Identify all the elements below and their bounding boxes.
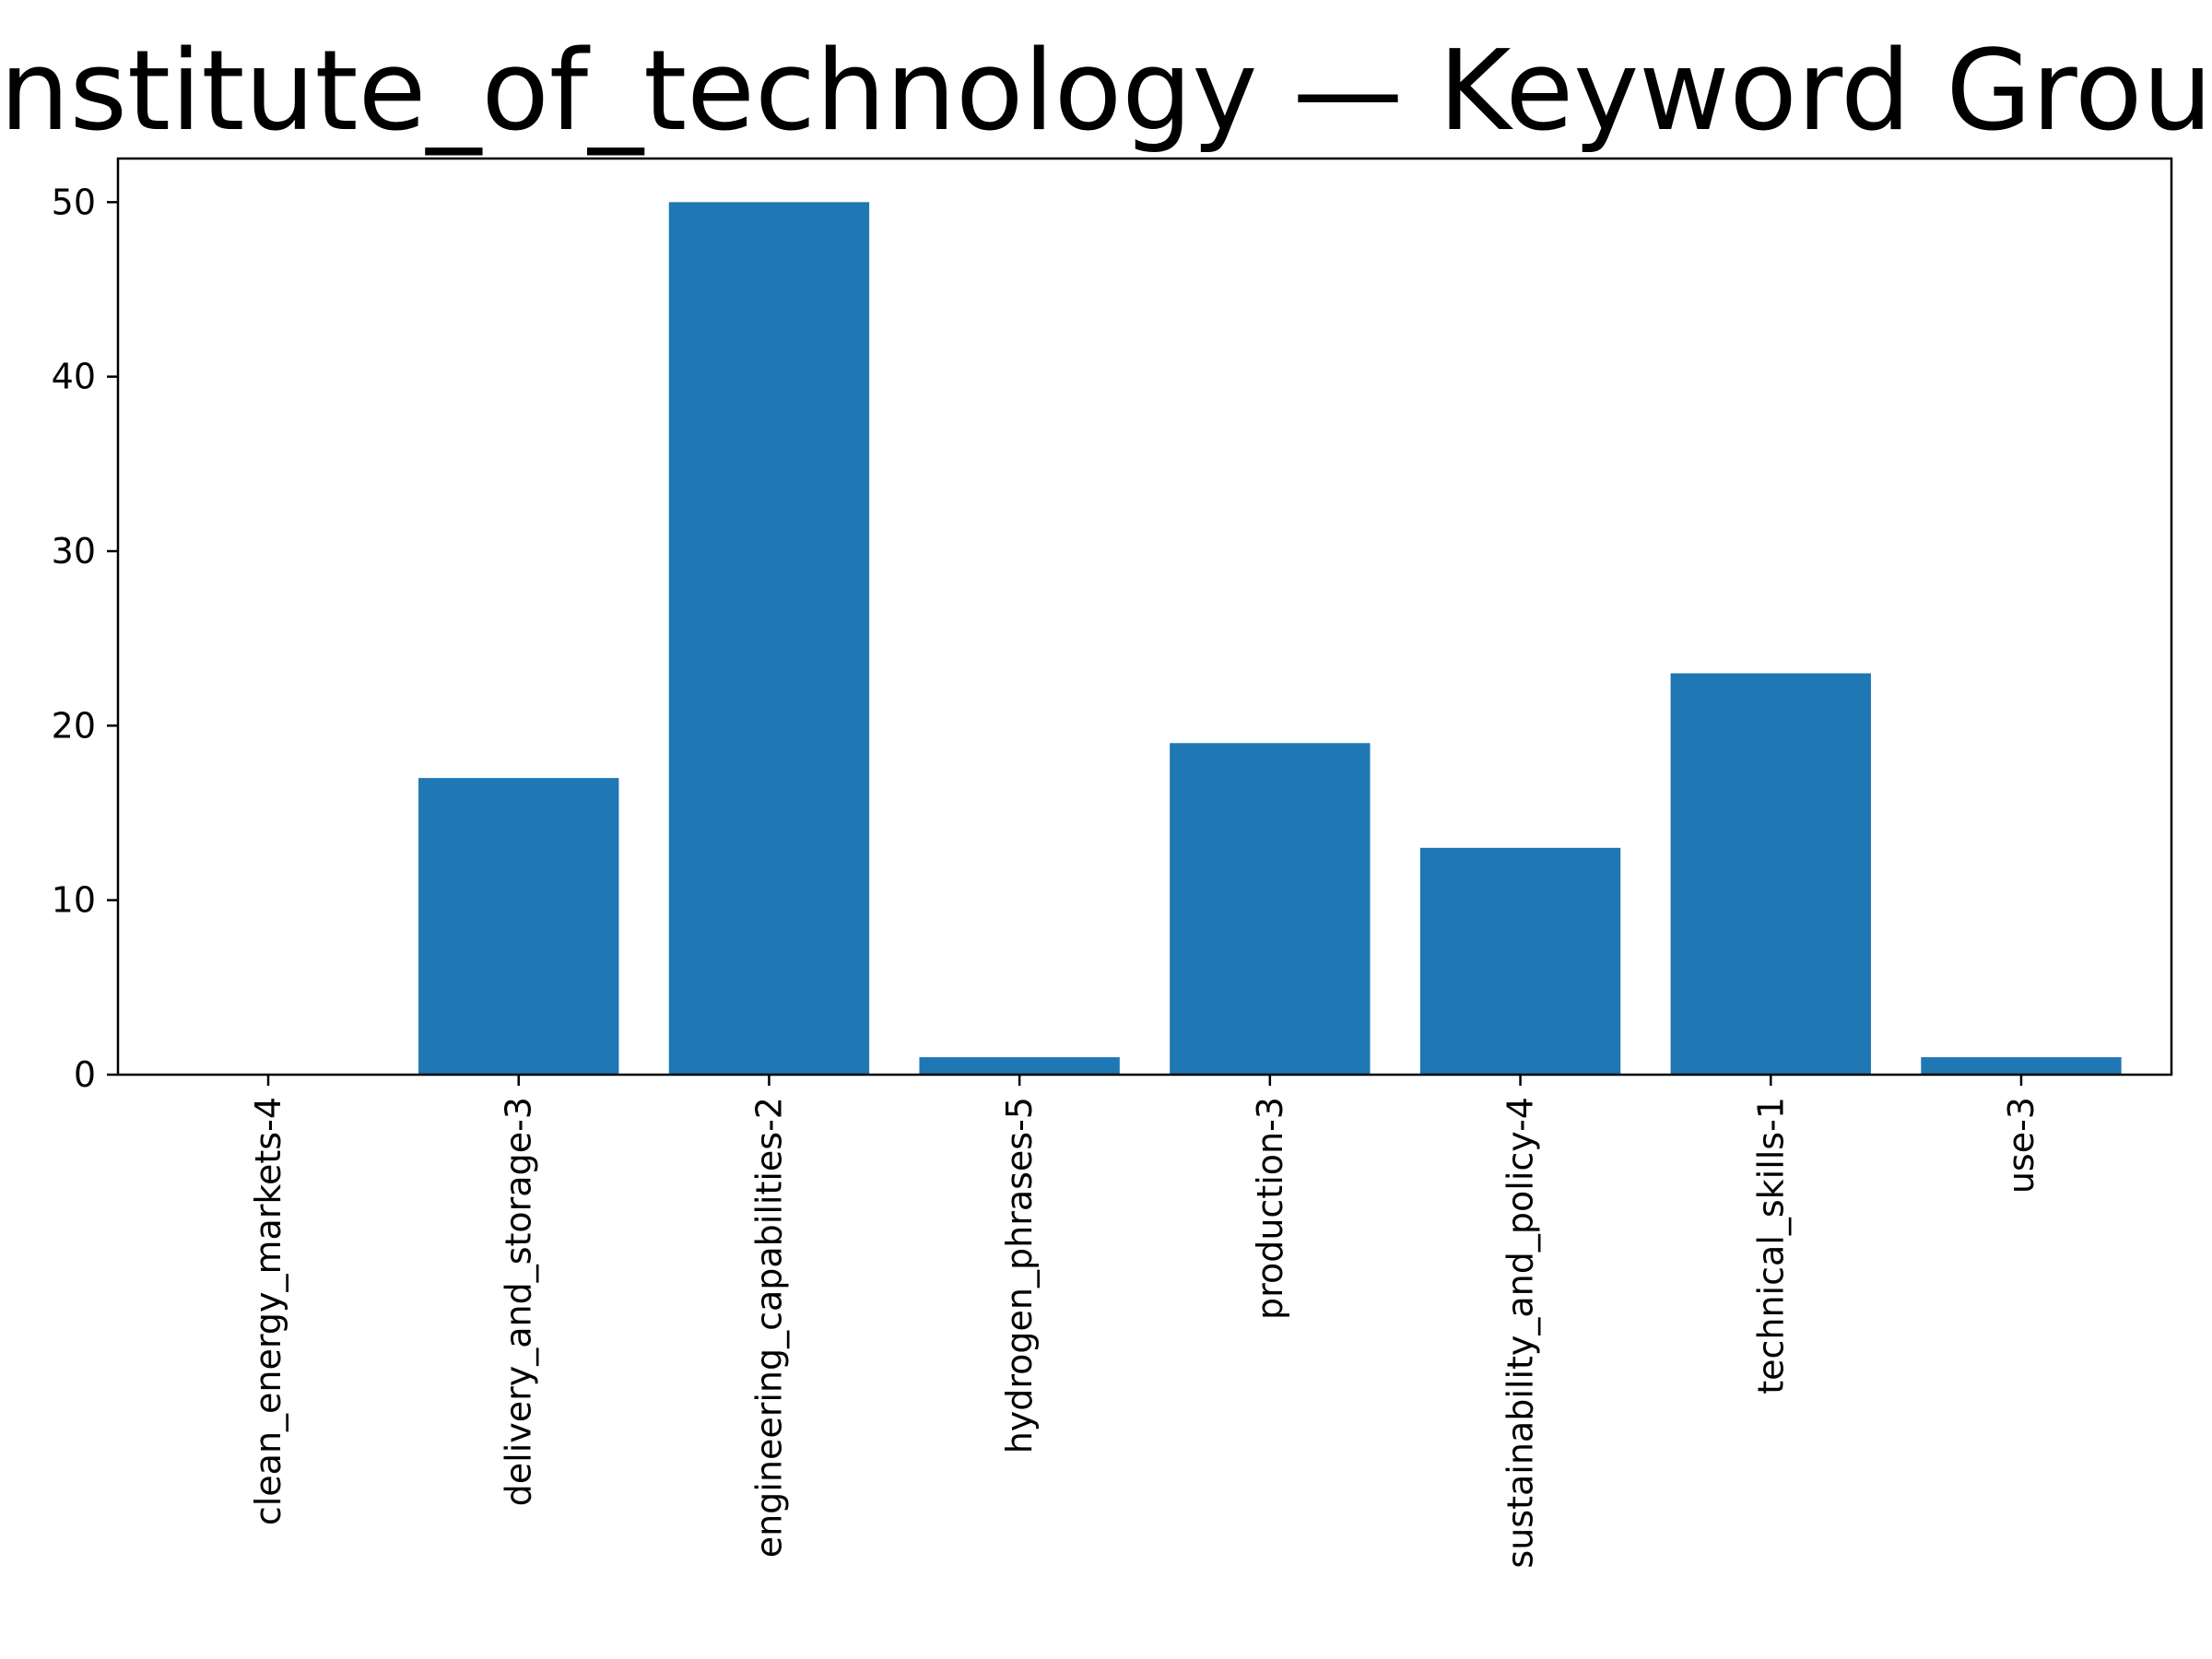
x-tick-label: use-3: [2001, 1097, 2041, 1194]
y-tick-label: 20: [52, 705, 96, 746]
y-tick-label: 30: [52, 531, 96, 571]
x-axis: clean_energy_markets-4 delivery_and_stora…: [248, 1075, 2041, 1569]
bars-layer: [418, 202, 2122, 1076]
y-tick-label: 0: [74, 1054, 96, 1095]
y-axis: 0 10 20 30 40 50: [52, 182, 118, 1095]
bar-delivery_and_storage-3: [418, 778, 619, 1075]
chart-title: nstitute_of_technology — Keyword Grou: [0, 28, 2212, 156]
x-tick-label: hydrogen_phrases-5: [999, 1097, 1040, 1453]
y-tick-label: 10: [52, 880, 96, 921]
plot-area-frame: [116, 157, 2173, 1077]
bar-sustainability_and_policy-4: [1419, 847, 1621, 1075]
bar-engineering_capabilities-2: [668, 202, 870, 1076]
x-tick-label: engineering_capabilities-2: [748, 1097, 789, 1558]
x-tick-label: production-3: [1250, 1097, 1290, 1320]
x-tick-label: delivery_and_storage-3: [499, 1097, 539, 1506]
y-tick-label: 50: [52, 182, 96, 222]
bar-use-3: [1921, 1057, 2122, 1075]
y-tick-label: 40: [52, 357, 96, 397]
bar-hydrogen_phrases-5: [919, 1057, 1120, 1075]
bar-production-3: [1170, 743, 1371, 1075]
x-tick-label: technical_skills-1: [1750, 1097, 1791, 1394]
x-tick-label: clean_energy_markets-4: [248, 1097, 288, 1525]
bar-technical_skills-1: [1670, 673, 1871, 1075]
x-tick-label: sustainability_and_policy-4: [1500, 1097, 1541, 1569]
